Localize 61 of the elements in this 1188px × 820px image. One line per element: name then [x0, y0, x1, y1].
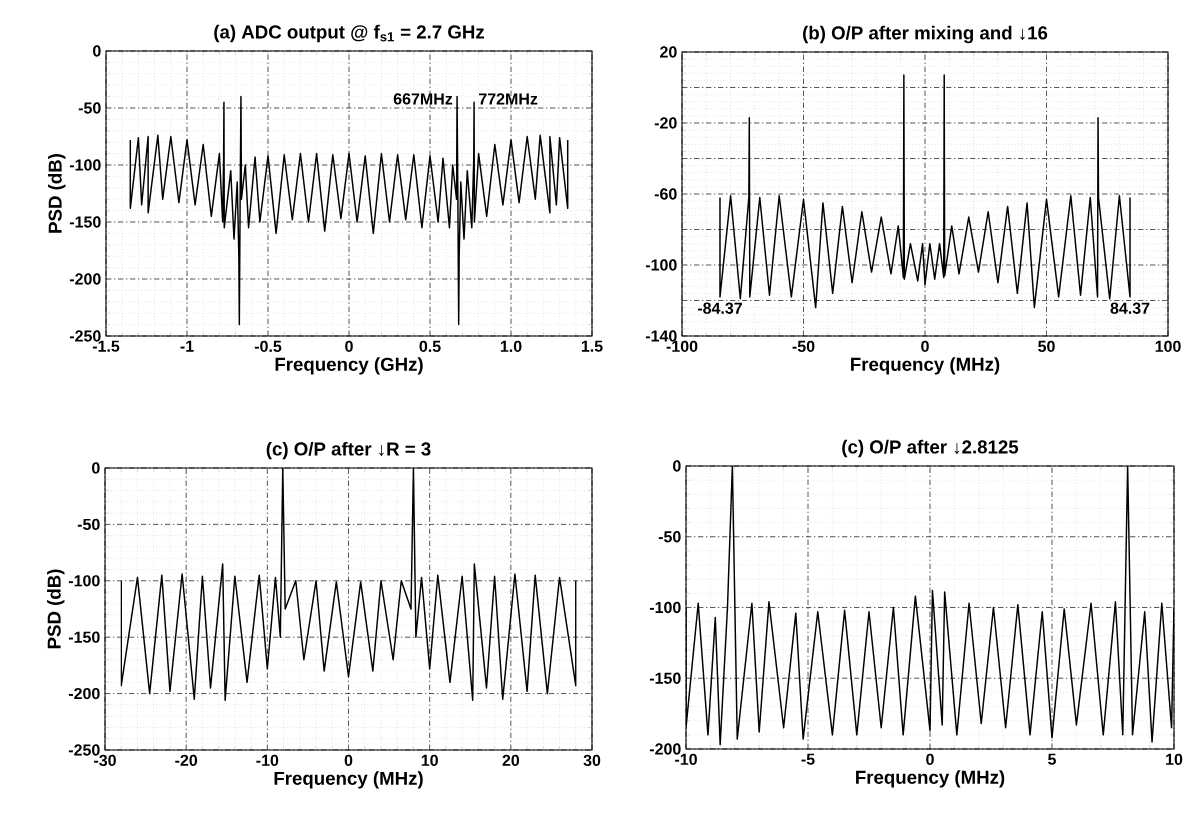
y-tick-label: -200: [649, 743, 681, 755]
x-tick-label: 1.5: [581, 340, 603, 352]
x-tick-label: 100: [1155, 340, 1181, 353]
y-tick-label: -200: [69, 273, 101, 285]
x-tick-label: -20: [175, 754, 198, 767]
x-tick-label: 10: [1166, 753, 1183, 766]
x-tick-label: -50: [792, 340, 815, 353]
x-tick-label: 0: [344, 754, 353, 767]
y-tick-label: -100: [68, 575, 100, 587]
x-tick-label: 0: [921, 340, 929, 353]
y-tick-label: -20: [654, 117, 677, 129]
chart-title: (a) ADC output @ f$_{s1}$ = 2.7 GHz: [214, 24, 485, 43]
y-tick-label: -150: [68, 631, 100, 643]
x-axis-title: Frequency (MHz): [274, 771, 423, 789]
annotation: 667MHz: [393, 93, 453, 105]
chart-title: (c) O/P after ↓2.8125: [842, 439, 1019, 458]
y-tick-label: -50: [658, 531, 681, 543]
x-tick-label: -5: [801, 753, 815, 765]
x-tick-label: -10: [256, 754, 279, 767]
x-axis-title: Frequency (MHz): [851, 357, 1000, 375]
y-tick-label: 20: [660, 46, 677, 58]
x-tick-label: 0: [926, 753, 934, 766]
x-tick-label: 20: [502, 754, 520, 767]
x-tick-label: -10: [675, 753, 697, 766]
line-series: [686, 465, 1174, 746]
x-tick-label: 0: [345, 340, 353, 353]
y-tick-label: -140: [645, 330, 677, 342]
x-tick-label: -1: [180, 340, 194, 352]
chart-title: (c) O/P after ↓R = 3: [266, 441, 431, 460]
x-tick-label: -1.5: [92, 340, 120, 352]
y-tick-label: -50: [78, 102, 101, 114]
x-tick-label: 5: [1048, 753, 1056, 765]
y-tick-label: -250: [69, 330, 101, 342]
y-tick-label: -150: [649, 672, 681, 684]
y-tick-label: -150: [69, 216, 101, 228]
annotation: 84.37: [1110, 302, 1150, 314]
y-tick-label: 0: [673, 460, 681, 472]
y-tick-label: -200: [68, 687, 100, 700]
x-tick-label: -0.5: [254, 340, 282, 353]
x-axis-title: Frequency (MHz): [856, 770, 1005, 788]
x-tick-label: 1.0: [500, 340, 522, 353]
y-axis-title: PSD (dB): [47, 569, 65, 649]
chart-title: (b) O/P after mixing and ↓16: [803, 25, 1048, 44]
y-tick-label: -100: [645, 259, 677, 271]
y-tick-label: 0: [93, 45, 101, 57]
x-tick-label: 50: [1038, 340, 1055, 353]
y-tick-label: -100: [69, 159, 101, 171]
y-tick-label: -60: [654, 188, 677, 200]
x-tick-label: -30: [94, 754, 116, 767]
x-axis-title: Frequency (GHz): [275, 357, 423, 375]
y-tick-label: 0: [92, 462, 100, 474]
y-tick-label: -50: [77, 518, 100, 531]
line-series: [129, 95, 569, 326]
y-tick-label: -250: [68, 744, 100, 756]
annotation: -84.37: [697, 302, 742, 314]
x-tick-label: 0.5: [419, 340, 441, 353]
annotation: 772MHz: [479, 93, 538, 105]
y-axis-title: PSD (dB): [48, 153, 66, 233]
y-tick-label: -100: [649, 601, 681, 614]
x-tick-label: 10: [421, 754, 438, 767]
x-tick-label: 30: [583, 754, 601, 767]
